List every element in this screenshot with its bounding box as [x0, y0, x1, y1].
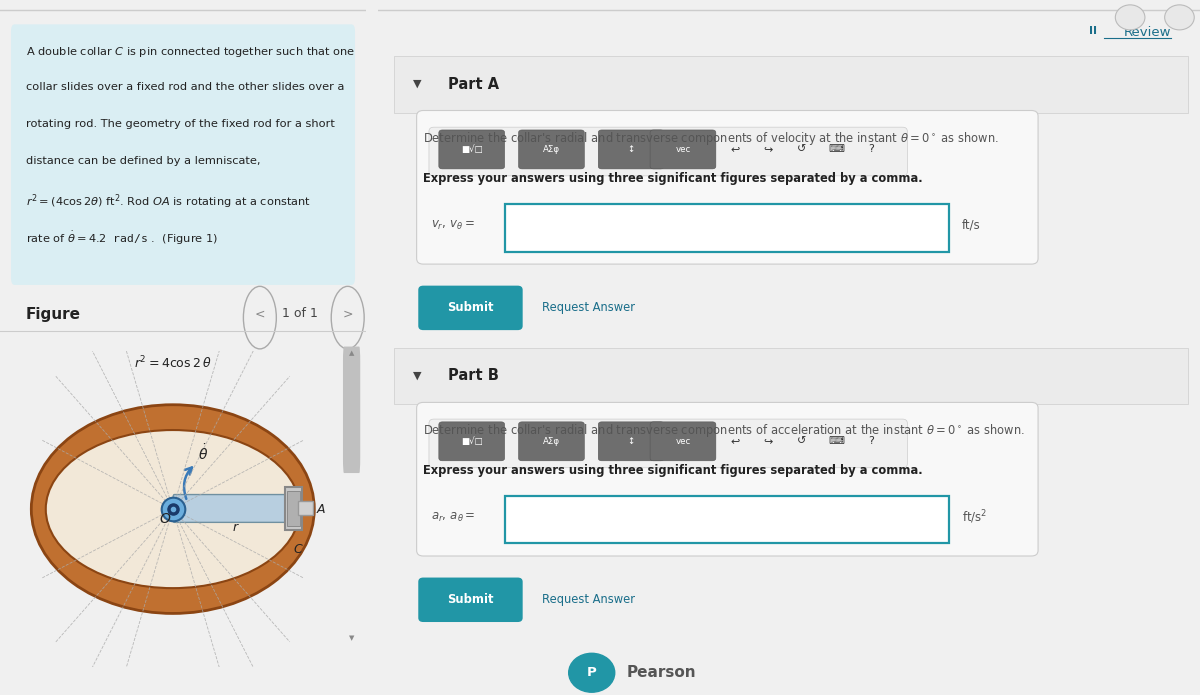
Text: ▼: ▼ — [349, 635, 354, 641]
Text: $v_r,\, v_\theta =$: $v_r,\, v_\theta =$ — [432, 219, 475, 231]
Text: ↺: ↺ — [797, 145, 806, 154]
FancyBboxPatch shape — [343, 347, 360, 473]
Text: Submit: Submit — [448, 302, 493, 314]
Text: ▼: ▼ — [413, 79, 421, 89]
Text: Determine the collar's radial and transverse components of acceleration at the i: Determine the collar's radial and transv… — [424, 422, 1025, 439]
Text: ?: ? — [869, 145, 874, 154]
Text: ↕: ↕ — [628, 437, 635, 445]
Text: ■√□: ■√□ — [461, 145, 482, 154]
Text: ΑΣφ: ΑΣφ — [542, 437, 560, 445]
Text: Express your answers using three significant figures separated by a comma.: Express your answers using three signifi… — [424, 464, 923, 477]
Bar — [286, 487, 302, 530]
Text: Figure: Figure — [25, 307, 80, 322]
Text: ↪: ↪ — [763, 145, 773, 154]
Text: vec: vec — [676, 145, 690, 154]
Text: ft/s: ft/s — [961, 219, 980, 231]
FancyBboxPatch shape — [416, 111, 1038, 264]
Text: Part A: Part A — [448, 76, 499, 92]
FancyBboxPatch shape — [395, 56, 1188, 113]
Text: rotating rod. The geometry of the fixed rod for a short: rotating rod. The geometry of the fixed … — [25, 119, 335, 129]
Text: ■√□: ■√□ — [461, 437, 482, 445]
FancyArrowPatch shape — [184, 468, 192, 499]
Text: II: II — [1090, 26, 1097, 36]
FancyBboxPatch shape — [419, 578, 523, 622]
Text: Request Answer: Request Answer — [542, 594, 636, 606]
Text: ↺: ↺ — [797, 436, 806, 446]
FancyBboxPatch shape — [416, 402, 1038, 556]
Text: ↩: ↩ — [731, 145, 740, 154]
Circle shape — [1165, 5, 1194, 30]
FancyBboxPatch shape — [428, 127, 907, 176]
Text: $\dot{\theta}$: $\dot{\theta}$ — [198, 443, 208, 463]
FancyBboxPatch shape — [518, 130, 584, 169]
Circle shape — [569, 653, 614, 692]
FancyBboxPatch shape — [505, 204, 949, 252]
Text: vec: vec — [676, 437, 690, 445]
Text: 1 of 1: 1 of 1 — [282, 307, 318, 320]
FancyBboxPatch shape — [439, 422, 504, 461]
Text: ⌨: ⌨ — [829, 436, 845, 446]
Text: ↪: ↪ — [763, 436, 773, 446]
Ellipse shape — [31, 404, 314, 614]
Text: ▼: ▼ — [413, 371, 421, 381]
Text: distance can be defined by a lemniscate,: distance can be defined by a lemniscate, — [25, 156, 260, 165]
Text: P: P — [587, 667, 596, 679]
Text: A double collar $C$ is pin connected together such that one: A double collar $C$ is pin connected tog… — [25, 45, 355, 59]
Text: Submit: Submit — [448, 594, 493, 606]
Text: Part B: Part B — [448, 368, 499, 384]
Bar — [287, 491, 300, 526]
Text: $C$: $C$ — [293, 543, 304, 555]
FancyBboxPatch shape — [439, 130, 504, 169]
FancyBboxPatch shape — [395, 348, 1188, 404]
Text: ?: ? — [869, 436, 874, 446]
Text: $r^2 = 4\cos 2\,\theta$: $r^2 = 4\cos 2\,\theta$ — [134, 355, 211, 372]
Text: Request Answer: Request Answer — [542, 302, 636, 314]
Text: >: > — [342, 307, 353, 320]
Text: ft/s$^2$: ft/s$^2$ — [961, 508, 988, 526]
Text: ⌨: ⌨ — [829, 145, 845, 154]
FancyBboxPatch shape — [599, 422, 664, 461]
Text: $r^2 = (4\cos 2\theta)$ ft$^2$. Rod $OA$ is rotating at a constant: $r^2 = (4\cos 2\theta)$ ft$^2$. Rod $OA$… — [25, 193, 311, 211]
FancyBboxPatch shape — [505, 496, 949, 543]
Text: $A$: $A$ — [316, 502, 326, 516]
Text: collar slides over a fixed rod and the other slides over a: collar slides over a fixed rod and the o… — [25, 82, 344, 92]
Text: Pearson: Pearson — [626, 665, 696, 680]
Text: Determine the collar's radial and transverse components of velocity at the insta: Determine the collar's radial and transv… — [424, 130, 1000, 147]
Text: <: < — [254, 307, 265, 320]
Text: ▲: ▲ — [349, 350, 354, 356]
FancyBboxPatch shape — [11, 24, 355, 285]
Text: ΑΣφ: ΑΣφ — [542, 145, 560, 154]
Bar — [299, 502, 313, 516]
FancyBboxPatch shape — [650, 422, 716, 461]
FancyBboxPatch shape — [173, 495, 290, 523]
Text: rate of $\dot{\theta} = 4.2$  $\mathtt{rad/s}$ .  (Figure 1): rate of $\dot{\theta} = 4.2$ $\mathtt{ra… — [25, 229, 217, 247]
FancyBboxPatch shape — [428, 419, 907, 468]
Text: ↕: ↕ — [628, 145, 635, 154]
Ellipse shape — [46, 430, 300, 588]
FancyBboxPatch shape — [419, 286, 523, 330]
Text: Express your answers using three significant figures separated by a comma.: Express your answers using three signifi… — [424, 172, 923, 185]
Text: $r$: $r$ — [233, 521, 240, 534]
Text: $O$: $O$ — [160, 512, 172, 526]
Text: ↩: ↩ — [731, 436, 740, 446]
Circle shape — [1115, 5, 1145, 30]
Text: Review: Review — [1123, 26, 1171, 40]
Text: $a_r,\, a_\theta =$: $a_r,\, a_\theta =$ — [432, 511, 475, 523]
FancyBboxPatch shape — [650, 130, 716, 169]
FancyBboxPatch shape — [599, 130, 664, 169]
FancyBboxPatch shape — [518, 422, 584, 461]
